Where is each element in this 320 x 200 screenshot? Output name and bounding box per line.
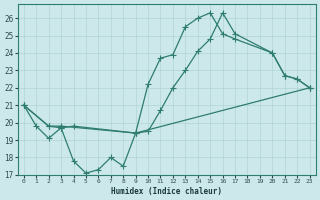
X-axis label: Humidex (Indice chaleur): Humidex (Indice chaleur)	[111, 187, 222, 196]
